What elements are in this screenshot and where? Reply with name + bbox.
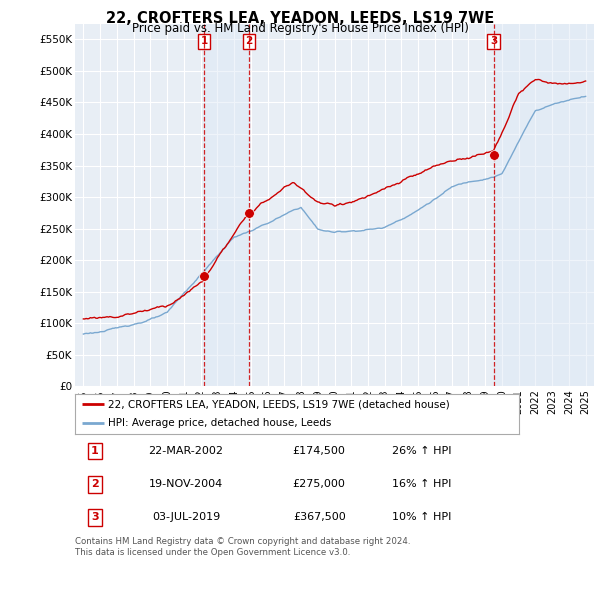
- Text: 2: 2: [245, 37, 253, 46]
- Text: 26% ↑ HPI: 26% ↑ HPI: [392, 447, 451, 456]
- Text: 2: 2: [91, 480, 99, 489]
- Text: 3: 3: [490, 37, 497, 46]
- Text: 10% ↑ HPI: 10% ↑ HPI: [392, 513, 451, 522]
- Text: 3: 3: [91, 513, 99, 522]
- Bar: [494, 24, 594, 386]
- Text: £174,500: £174,500: [293, 447, 346, 456]
- Text: 22-MAR-2002: 22-MAR-2002: [149, 447, 223, 456]
- Text: 1: 1: [91, 447, 99, 456]
- Text: 03-JUL-2019: 03-JUL-2019: [152, 513, 220, 522]
- Text: 19-NOV-2004: 19-NOV-2004: [149, 480, 223, 489]
- Text: 22, CROFTERS LEA, YEADON, LEEDS, LS19 7WE (detached house): 22, CROFTERS LEA, YEADON, LEEDS, LS19 7W…: [108, 399, 450, 409]
- Text: Price paid vs. HM Land Registry's House Price Index (HPI): Price paid vs. HM Land Registry's House …: [131, 22, 469, 35]
- Text: £367,500: £367,500: [293, 513, 346, 522]
- Text: 22, CROFTERS LEA, YEADON, LEEDS, LS19 7WE: 22, CROFTERS LEA, YEADON, LEEDS, LS19 7W…: [106, 11, 494, 25]
- Bar: [204, 24, 249, 386]
- Text: Contains HM Land Registry data © Crown copyright and database right 2024.
This d: Contains HM Land Registry data © Crown c…: [75, 537, 410, 557]
- Text: HPI: Average price, detached house, Leeds: HPI: Average price, detached house, Leed…: [108, 418, 332, 428]
- Text: £275,000: £275,000: [293, 480, 346, 489]
- Text: 1: 1: [200, 37, 208, 46]
- Text: 16% ↑ HPI: 16% ↑ HPI: [392, 480, 451, 489]
